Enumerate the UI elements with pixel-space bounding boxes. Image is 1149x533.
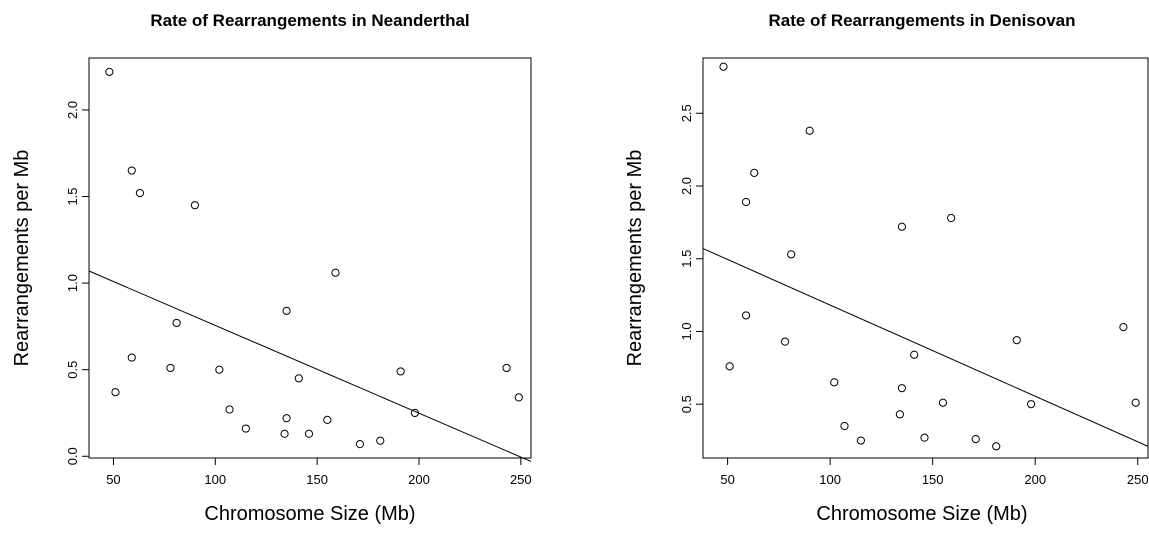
- data-point: [910, 350, 919, 359]
- plot-frame: [88, 57, 532, 459]
- data-point: [895, 410, 904, 419]
- data-point: [787, 250, 796, 259]
- data-point: [920, 433, 929, 442]
- data-point: [166, 363, 175, 373]
- data-point: [741, 311, 751, 320]
- data-point: [1027, 400, 1036, 409]
- data-point: [190, 201, 200, 210]
- y-axis-label: Rearrangements per Mb: [624, 150, 646, 367]
- y-tick-label: 1.5: [65, 187, 80, 205]
- data-point: [856, 436, 866, 445]
- y-tick-label: 1.0: [65, 274, 80, 292]
- data-point: [750, 168, 759, 178]
- panel-neanderthal: Rate of Rearrangements in Neanderthal 50…: [11, 11, 532, 525]
- data-point: [947, 213, 956, 223]
- data-point: [1131, 398, 1140, 407]
- scatter-points: [105, 67, 523, 449]
- regression-line: [88, 270, 532, 462]
- x-tick-label: 150: [306, 472, 328, 487]
- x-axis: 50 100 150 200 250: [106, 457, 532, 487]
- regression-line: [702, 248, 1149, 447]
- data-point: [304, 429, 314, 438]
- data-point: [780, 337, 790, 346]
- data-point: [215, 365, 224, 374]
- data-point: [294, 374, 303, 383]
- data-point: [355, 440, 365, 449]
- data-point: [840, 421, 849, 431]
- data-point: [992, 442, 1001, 451]
- data-point: [376, 436, 385, 445]
- x-axis-label: Chromosome Size (Mb): [816, 503, 1027, 525]
- x-axis: 50 100 150 200 250: [718, 457, 1149, 487]
- y-tick-label: 0.5: [679, 395, 694, 413]
- data-point: [1012, 336, 1021, 345]
- data-point: [502, 363, 511, 373]
- data-point: [741, 197, 751, 207]
- data-point: [282, 414, 291, 423]
- x-tick-label: 250: [510, 472, 532, 487]
- x-axis-label: Chromosome Size (Mb): [204, 503, 415, 525]
- y-tick-label: 1.0: [679, 322, 694, 340]
- data-point: [127, 353, 136, 362]
- data-point: [323, 415, 332, 425]
- data-point: [725, 362, 734, 371]
- data-point: [897, 222, 907, 231]
- data-point: [805, 126, 814, 135]
- y-tick-label: 0.0: [65, 447, 80, 465]
- data-point: [127, 166, 136, 175]
- data-point: [225, 405, 234, 414]
- x-tick-label: 150: [922, 472, 944, 487]
- data-point: [897, 384, 907, 393]
- x-tick-label: 100: [204, 472, 226, 487]
- y-axis-label: Rearrangements per Mb: [11, 150, 33, 367]
- data-point: [172, 318, 181, 328]
- data-point: [331, 268, 340, 277]
- x-tick-label: 100: [819, 472, 841, 487]
- x-tick-label: 50: [720, 472, 734, 487]
- y-tick-label: 1.5: [679, 250, 694, 268]
- data-point: [719, 62, 728, 71]
- y-tick-label: 0.5: [65, 361, 80, 379]
- data-point: [241, 424, 250, 433]
- chart-title: Rate of Rearrangements in Denisovan: [768, 11, 1075, 30]
- y-tick-label: 2.5: [679, 104, 694, 122]
- x-tick-label: 50: [106, 472, 120, 487]
- x-tick-label: 200: [1024, 472, 1046, 487]
- data-point: [135, 188, 145, 198]
- chart-title: Rate of Rearrangements in Neanderthal: [150, 11, 469, 30]
- data-point: [971, 434, 980, 444]
- data-point: [111, 388, 120, 397]
- y-tick-label: 2.0: [65, 101, 80, 119]
- x-tick-label: 200: [408, 472, 430, 487]
- y-tick-label: 2.0: [679, 177, 694, 195]
- data-point: [280, 429, 289, 438]
- data-point: [282, 306, 291, 315]
- data-point: [1119, 322, 1128, 332]
- data-point: [105, 67, 114, 76]
- data-point: [938, 398, 948, 407]
- plot-frame: [702, 57, 1149, 459]
- data-point: [830, 378, 839, 387]
- panel-denisovan: Rate of Rearrangements in Denisovan 50 10…: [624, 11, 1149, 525]
- scatter-points: [719, 62, 1140, 451]
- y-axis: 0.5 1.0 1.5 2.0 2.5: [679, 104, 704, 413]
- y-axis: 0.0 0.5 1.0 1.5 2.0: [65, 101, 90, 465]
- data-point: [514, 393, 523, 402]
- x-tick-label: 250: [1127, 472, 1149, 487]
- data-point: [396, 367, 405, 376]
